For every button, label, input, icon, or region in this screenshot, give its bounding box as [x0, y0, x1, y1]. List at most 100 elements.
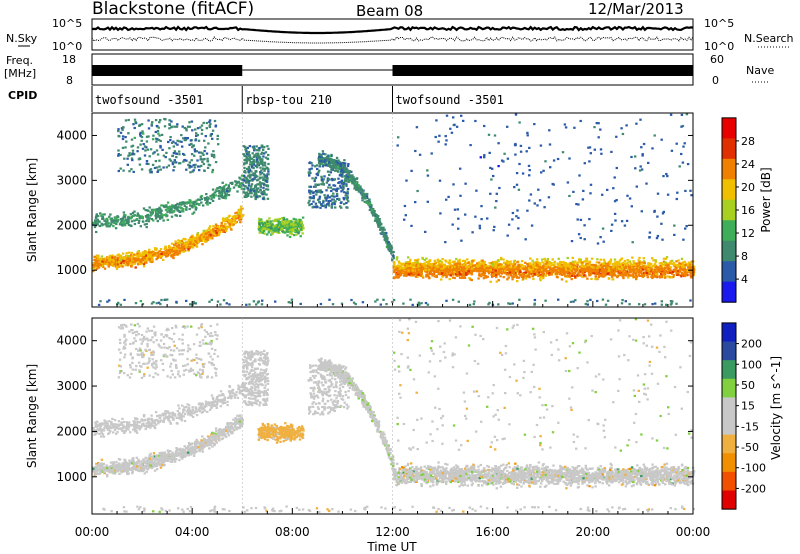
scatter-cell [166, 214, 169, 217]
scatter-cell [278, 231, 281, 234]
scatter-cell [133, 260, 136, 263]
scatter-cell [425, 275, 428, 278]
scatter-cell [592, 268, 596, 271]
scatter-cell [200, 197, 203, 201]
scatter-cell [159, 212, 162, 215]
scatter-cell [132, 259, 136, 262]
scatter-cell [572, 273, 576, 277]
scatter-cell [325, 164, 328, 167]
scatter-cell [621, 275, 625, 278]
scatter-cell [476, 264, 480, 267]
scatter-cell [311, 206, 314, 209]
scatter-cell [649, 262, 653, 266]
scatter-cell [147, 209, 150, 212]
scatter-cell [158, 121, 161, 124]
scatter-cell [325, 189, 328, 192]
scatter-cell [478, 261, 481, 264]
scatter-cell [225, 195, 228, 198]
scatter-cell [553, 270, 556, 273]
scatter-cell [261, 221, 264, 224]
scatter-cell [485, 276, 488, 279]
scatter-cell [260, 160, 263, 163]
scatter-cell [545, 265, 548, 268]
scatter-cell [287, 223, 290, 226]
scatter-cell [276, 218, 279, 221]
scatter-cell [209, 122, 212, 126]
scatter-cell [154, 247, 157, 250]
scatter-cell [611, 278, 615, 281]
scatter-cell [631, 269, 634, 272]
scatter-cell [540, 268, 544, 271]
scatter-cell [196, 232, 199, 235]
scatter-cell [536, 261, 539, 264]
scatter-cell [321, 180, 324, 183]
scatter-cell [108, 263, 112, 266]
scatter-cell [147, 218, 150, 221]
scatter-cell [327, 164, 330, 167]
scatter-cell [157, 139, 161, 142]
scatter-cell [150, 251, 153, 254]
scatter-cell [367, 203, 370, 206]
scatter-cell [158, 253, 161, 256]
scatter-cell [170, 248, 174, 251]
scatter-cell [177, 252, 180, 255]
scatter-cell [391, 259, 394, 262]
scatter-cell [541, 274, 544, 277]
scatter-cell [194, 237, 197, 240]
scatter-cell [211, 188, 215, 191]
scatter-cell [445, 265, 449, 268]
scatter-cell [568, 273, 572, 276]
scatter-cell [448, 259, 452, 262]
scatter-cell [459, 269, 462, 272]
scatter-cell [92, 263, 95, 266]
scatter-cell [505, 266, 508, 269]
scatter-cell [320, 177, 324, 180]
scatter-cell [610, 275, 614, 278]
scatter-cell [192, 211, 196, 214]
scatter-cell [130, 264, 133, 268]
scatter-cell [164, 208, 168, 212]
scatter-cell [325, 156, 328, 159]
scatter-cell [175, 249, 179, 252]
scatter-cell [391, 251, 394, 254]
scatter-cell [626, 261, 629, 264]
scatter-cell [329, 199, 332, 202]
scatter-cell [582, 266, 586, 269]
scatter-cell [256, 157, 260, 160]
scatter-cell [609, 268, 612, 271]
scatter-cell [290, 228, 293, 231]
scatter-cell [433, 259, 436, 262]
scatter-cell [641, 261, 644, 264]
scatter-cell [187, 249, 190, 252]
scatter-cell [516, 261, 519, 264]
scatter-cell [137, 221, 140, 224]
scatter-cell [215, 231, 218, 234]
scatter-cell [481, 267, 484, 271]
scatter-cell [218, 197, 221, 200]
scatter-cell [632, 268, 635, 271]
scatter-cell [247, 182, 251, 185]
scatter-cell [311, 177, 314, 180]
scatter-cell [320, 183, 323, 186]
scatter-cell [194, 163, 197, 166]
scatter-cell [428, 260, 431, 263]
scatter-cell [143, 154, 147, 157]
scatter-cell [570, 274, 574, 277]
scatter-cell [147, 119, 150, 122]
scatter-cell [461, 273, 464, 276]
scatter-cell [92, 270, 95, 273]
scatter-cell [589, 270, 592, 273]
scatter-cell [216, 225, 220, 229]
scatter-cell [204, 232, 207, 235]
scatter-cell [288, 229, 291, 232]
scatter-cell [213, 119, 217, 123]
scatter-cell [490, 274, 494, 277]
scatter-cell [616, 262, 619, 266]
scatter-cell [217, 143, 220, 146]
scatter-cell [261, 231, 264, 234]
scatter-cell [241, 214, 245, 217]
scatter-cell [662, 260, 666, 263]
scatter-cell [150, 257, 153, 260]
scatter-cell [311, 164, 314, 167]
